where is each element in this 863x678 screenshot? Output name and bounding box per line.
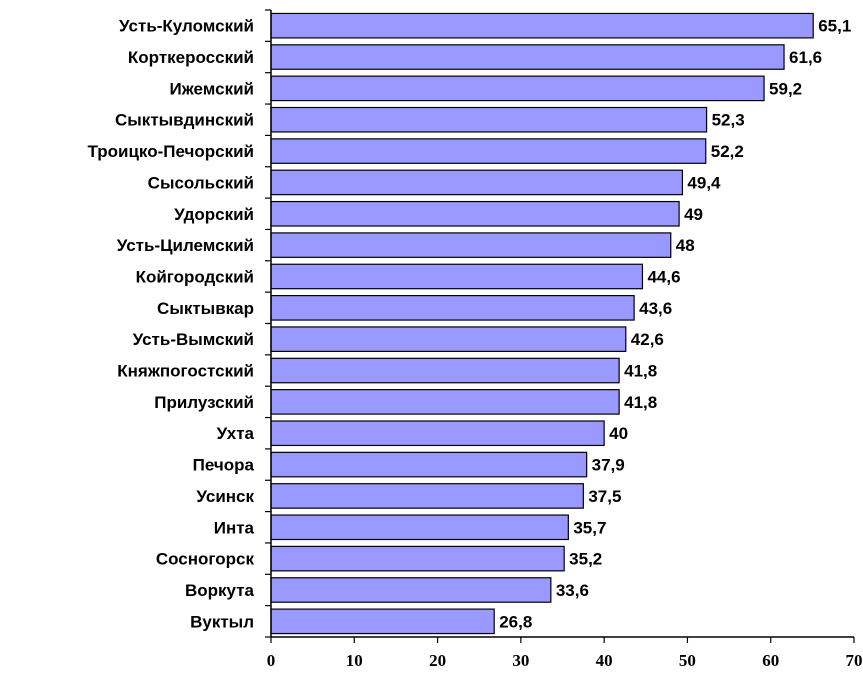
bar [270, 545, 565, 572]
axes-group: 0 10 20 30 40 50 60 70 [265, 9, 863, 670]
bar [270, 483, 584, 509]
category-label: Вуктыл [190, 612, 254, 631]
bar [270, 326, 627, 353]
bars-group [270, 12, 814, 635]
bar [270, 12, 814, 39]
bar [270, 577, 552, 603]
value-labels-group: 65,1 61,6 59,2 52,3 52,2 49,4 49 48 44,6 43,6 42,6… [499, 17, 851, 632]
category-label: Воркута [185, 581, 255, 600]
value-label: 35,2 [569, 550, 602, 569]
x-tick-label: 10 [346, 651, 363, 670]
bar [270, 169, 684, 196]
value-label: 37,9 [592, 456, 625, 475]
bar [270, 232, 672, 258]
category-label: Усть-Вымский [133, 330, 254, 349]
category-label: Усинск [196, 487, 254, 506]
value-label: 49,4 [687, 173, 721, 192]
bar [270, 75, 765, 102]
category-label: Сосногорск [156, 550, 255, 569]
x-tick-label: 60 [762, 651, 779, 670]
category-labels-group: Усть-Куломский Корткеросский Ижемский Сыкты… [88, 17, 255, 632]
category-label: Сысольский [148, 173, 254, 192]
value-label: 43,6 [639, 299, 672, 318]
value-label: 49 [684, 205, 703, 224]
value-label: 65,1 [818, 17, 851, 36]
value-label: 26,8 [499, 612, 532, 631]
x-tick-label: 50 [679, 651, 696, 670]
category-label: Удорский [174, 205, 254, 224]
bar [270, 514, 569, 541]
value-label: 44,6 [647, 267, 680, 286]
bar [270, 451, 588, 478]
bar [270, 106, 708, 133]
value-label: 42,6 [631, 330, 664, 349]
category-label: Княжпогостский [117, 362, 254, 381]
value-label: 40 [609, 424, 628, 443]
value-label: 61,6 [789, 48, 822, 67]
category-label: Инта [214, 518, 255, 537]
value-label: 52,2 [711, 142, 744, 161]
value-label: 35,7 [573, 518, 606, 537]
x-tick-label: 0 [267, 651, 276, 670]
bar [270, 389, 620, 415]
category-label: Печора [193, 456, 255, 475]
value-label: 59,2 [769, 79, 802, 98]
x-tick-label: 40 [596, 651, 613, 670]
bar [270, 294, 635, 321]
x-tick-label: 70 [846, 651, 863, 670]
category-label: Усть-Куломский [119, 17, 254, 36]
category-label: Сыктывкар [157, 299, 254, 318]
category-label: Усть-Цилемский [117, 236, 254, 255]
value-label: 48 [676, 236, 695, 255]
value-label: 41,8 [624, 362, 657, 381]
x-tick-label: 30 [512, 651, 529, 670]
bar [270, 138, 707, 164]
category-label: Ижемский [170, 79, 255, 98]
bar [270, 200, 680, 227]
category-label: Койгородский [136, 267, 254, 286]
value-label: 52,3 [712, 111, 745, 130]
x-tick-label: 20 [429, 651, 446, 670]
value-label: 41,8 [624, 393, 657, 412]
bar [270, 420, 605, 447]
bar [270, 263, 644, 290]
category-label: Сыктывдинский [115, 111, 254, 130]
bar [270, 44, 785, 70]
value-label: 37,5 [588, 487, 621, 506]
category-label: Прилузский [154, 393, 254, 412]
category-label: Ухта [217, 424, 255, 443]
value-label: 33,6 [556, 581, 589, 600]
bar [270, 357, 620, 384]
bar [270, 608, 495, 635]
category-label: Корткеросский [128, 48, 254, 67]
category-label: Троицко-Печорский [88, 142, 255, 161]
